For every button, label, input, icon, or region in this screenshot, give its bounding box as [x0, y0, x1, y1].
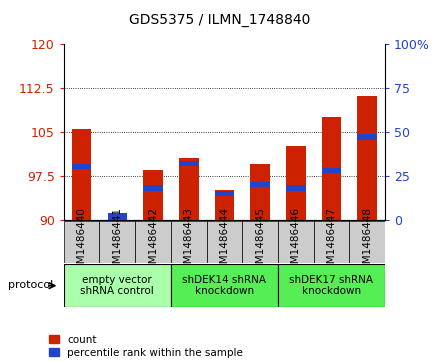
Bar — [286, 146, 306, 220]
Bar — [278, 264, 385, 307]
Text: GSM1486444: GSM1486444 — [220, 207, 229, 277]
Bar — [357, 97, 377, 220]
Bar — [206, 221, 242, 263]
Bar — [179, 161, 198, 166]
Bar — [250, 182, 270, 187]
Bar — [72, 129, 92, 220]
Text: GSM1486445: GSM1486445 — [255, 207, 265, 277]
Bar — [143, 185, 163, 191]
Bar — [250, 164, 270, 220]
Bar — [286, 185, 306, 191]
Bar — [357, 134, 377, 139]
Text: protocol: protocol — [8, 280, 53, 290]
Text: GSM1486446: GSM1486446 — [291, 207, 301, 277]
Bar — [242, 221, 278, 263]
Bar — [143, 170, 163, 220]
Bar — [349, 221, 385, 263]
Bar — [179, 158, 198, 220]
Text: GSM1486442: GSM1486442 — [148, 207, 158, 277]
Bar — [72, 164, 92, 170]
Bar — [135, 221, 171, 263]
Bar — [64, 264, 171, 307]
Text: GDS5375 / ILMN_1748840: GDS5375 / ILMN_1748840 — [129, 13, 311, 27]
Bar — [171, 264, 278, 307]
Text: empty vector
shRNA control: empty vector shRNA control — [81, 274, 154, 296]
Bar — [107, 215, 127, 220]
Text: GSM1486447: GSM1486447 — [326, 207, 337, 277]
Bar — [278, 221, 314, 263]
Text: shDEK14 shRNA
knockdown: shDEK14 shRNA knockdown — [183, 274, 266, 296]
Bar — [314, 221, 349, 263]
Bar — [322, 168, 341, 173]
Text: GSM1486441: GSM1486441 — [112, 207, 122, 277]
Bar — [322, 117, 341, 220]
Text: shDEK17 shRNA
knockdown: shDEK17 shRNA knockdown — [290, 274, 374, 296]
Text: GSM1486443: GSM1486443 — [184, 207, 194, 277]
Bar — [99, 221, 135, 263]
Text: GSM1486440: GSM1486440 — [77, 207, 87, 277]
Text: GSM1486448: GSM1486448 — [362, 207, 372, 277]
Bar — [64, 221, 99, 263]
Bar — [215, 191, 234, 196]
Legend: count, percentile rank within the sample: count, percentile rank within the sample — [49, 335, 243, 358]
Bar — [171, 221, 206, 263]
Bar — [107, 213, 127, 219]
Bar — [215, 190, 234, 220]
